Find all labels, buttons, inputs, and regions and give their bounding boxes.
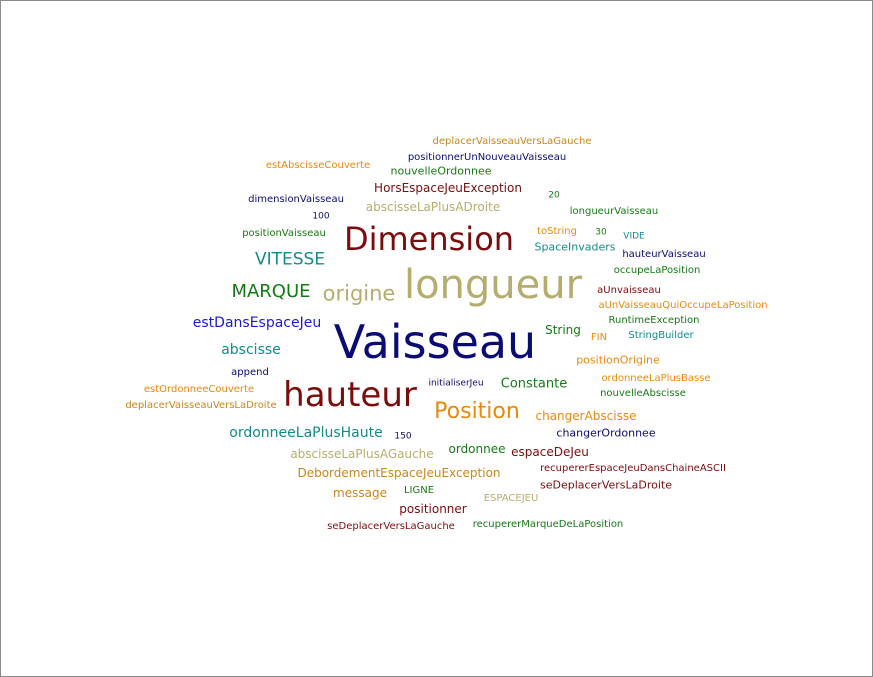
word-changer-ordonnee: changerOrdonnee <box>556 426 656 440</box>
word-origine: origine <box>322 281 396 306</box>
word-changer-abscisse: changerAbscisse <box>535 409 637 423</box>
word-position: Position <box>434 399 520 424</box>
word-20: 20 <box>548 190 560 201</box>
word-est-ordonnee-couverte: estOrdonneeCouverte <box>143 384 255 395</box>
word-recuperer-marque-de-la-position: recupererMarqueDeLaPosition <box>472 519 624 530</box>
word-ordonnee: ordonnee <box>448 442 506 456</box>
word-deplacer-vaisseau-vers-la-gauche: deplacerVaisseauVersLaGauche <box>432 136 592 147</box>
word-hauteur: hauteur <box>283 375 417 415</box>
word-debordement-espace-jeu-exception: DebordementEspaceJeuException <box>297 466 501 480</box>
word-string: String <box>545 323 581 337</box>
word-150: 150 <box>394 431 412 442</box>
word-hors-espace-jeu-exception: HorsEspaceJeuException <box>374 181 522 195</box>
word-espacejeu: ESPACEJEU <box>483 493 539 504</box>
word-ordonnee-la-plus-basse: ordonneeLaPlusBasse <box>601 373 711 384</box>
word-dimension-vaisseau: dimensionVaisseau <box>248 194 344 205</box>
word-vitesse: VITESSE <box>254 249 326 270</box>
word-longueur-vaisseau: longueurVaisseau <box>569 206 659 217</box>
word-constante: Constante <box>500 376 568 392</box>
word-positionner: positionner <box>399 502 467 516</box>
word-position-origine: positionOrigine <box>576 353 660 367</box>
word-occupe-la-position: occupeLaPosition <box>613 265 701 276</box>
word-nouvelle-abscisse: nouvelleAbscisse <box>600 388 686 399</box>
word-to-string: toString <box>537 226 577 237</box>
word-ordonnee-la-plus-haute: ordonneeLaPlusHaute <box>229 425 383 441</box>
word-vide: VIDE <box>623 231 645 242</box>
word-abscisse: abscisse <box>221 342 281 358</box>
word-est-abscisse-couverte: estAbscisseCouverte <box>265 160 371 171</box>
word-deplacer-vaisseau-vers-la-droite: deplacerVaisseauVersLaDroite <box>125 400 277 411</box>
word-ligne: LIGNE <box>403 485 435 496</box>
word-dimension: Dimension <box>343 220 515 258</box>
word-fin: FIN <box>590 332 608 343</box>
word-a-un-vaisseau-qui-occupe-la-position: aUnVaisseauQuiOccupeLaPosition <box>598 300 768 311</box>
word-string-builder: StringBuilder <box>628 330 694 341</box>
word-recuperer-espace-jeu-dans-chaine-ascii: recupererEspaceJeuDansChaineASCII <box>540 463 726 474</box>
word-runtime-exception: RuntimeException <box>608 315 700 326</box>
word-abscisse-la-plus-agauche: abscisseLaPlusAGauche <box>290 447 434 461</box>
word-hauteur-vaisseau: hauteurVaisseau <box>622 249 706 260</box>
word-100: 100 <box>312 211 330 222</box>
word-message: message <box>333 486 387 500</box>
word-a-unvaisseau: aUnvaisseau <box>597 285 661 296</box>
word-marque: MARQUE <box>231 281 311 302</box>
word-30: 30 <box>595 227 607 238</box>
word-longueur: longueur <box>403 262 583 308</box>
word-append: append <box>231 367 269 378</box>
word-position-vaisseau: positionVaisseau <box>242 228 326 239</box>
word-nouvelle-ordonnee: nouvelleOrdonnee <box>390 164 492 178</box>
word-se-deplacer-vers-la-gauche: seDeplacerVersLaGauche <box>327 521 455 532</box>
word-se-deplacer-vers-la-droite: seDeplacerVersLaDroite <box>539 478 673 492</box>
word-espace-de-jeu: espaceDeJeu <box>511 445 589 459</box>
word-est-dans-espace-jeu: estDansEspaceJeu <box>192 315 322 331</box>
word-initialiser-jeu: initialiserJeu <box>428 378 484 389</box>
word-abscisse-la-plus-adroite: abscisseLaPlusADroite <box>365 200 501 214</box>
word-positionner-un-nouveau-vaisseau: positionnerUnNouveauVaisseau <box>407 152 567 163</box>
word-vaisseau: Vaisseau <box>333 315 537 369</box>
word-space-invaders: SpaceInvaders <box>534 240 616 254</box>
